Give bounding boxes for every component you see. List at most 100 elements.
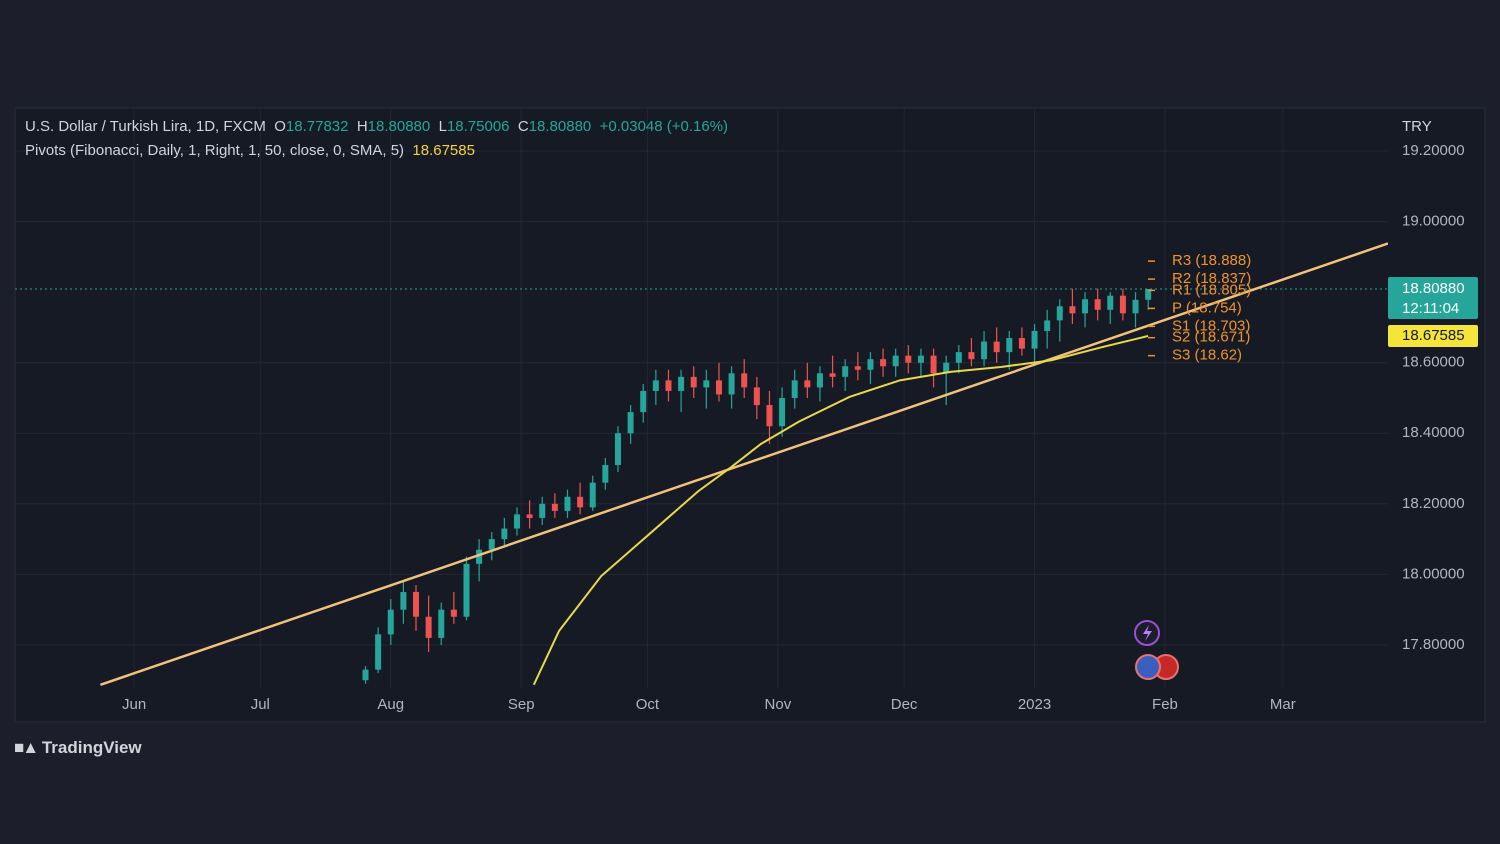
- candle-body: [375, 634, 382, 670]
- candle-body: [1031, 330, 1038, 349]
- indicator-price-box: [1388, 324, 1478, 347]
- sma-line: [532, 334, 1149, 686]
- y-tick-label: 18.20000: [1402, 495, 1465, 512]
- pivot-label: R1 (18.805): [1172, 281, 1251, 298]
- candle-body: [703, 380, 710, 388]
- indicator-legend: Pivots (Fibonacci, Daily, 1, Right, 1, 5…: [25, 142, 475, 159]
- candle-body: [842, 366, 849, 377]
- ohlc-value: 18.77832: [285, 118, 349, 135]
- candle-body: [652, 380, 659, 391]
- candle-body: [526, 514, 533, 518]
- candle-body: [1006, 338, 1013, 353]
- ohlc-label: C: [517, 118, 529, 135]
- candle-body: [1082, 299, 1089, 314]
- x-tick-label: Mar: [1270, 696, 1296, 713]
- countdown: 12:11:04: [1402, 300, 1459, 317]
- pivot-label: P (18.754): [1172, 299, 1242, 316]
- indicator-price-label: 18.67585: [1402, 327, 1465, 344]
- ohlc-value: 18.80880: [367, 118, 431, 135]
- last-price-box: [1388, 277, 1478, 320]
- change: +0.03048 (+0.16%): [599, 118, 729, 135]
- candle-body: [968, 352, 975, 360]
- candle-body: [387, 609, 394, 635]
- pivot-label: S2 (18.671): [1172, 329, 1250, 346]
- x-tick-label: Aug: [377, 696, 404, 713]
- y-tick-label: 19.20000: [1402, 142, 1465, 159]
- candle-body: [715, 380, 722, 395]
- candle-body: [589, 482, 596, 508]
- ohlc-label: H: [356, 118, 368, 135]
- candle-body: [476, 549, 483, 564]
- x-tick-label: Feb: [1152, 696, 1178, 713]
- pivot-label: R2 (18.837): [1172, 270, 1251, 287]
- candle-body: [880, 359, 887, 367]
- candle-body: [488, 539, 495, 550]
- overlay: Jun Jul Aug Sep Oct Nov Dec 2023 Feb Mar 17.80000 1…: [122, 118, 1478, 713]
- candle-body: [1107, 295, 1114, 310]
- candle-body: [1145, 289, 1152, 300]
- candle-body: [892, 355, 899, 367]
- candle-body: [905, 355, 912, 363]
- candle-body: [766, 405, 773, 427]
- ohlc-label: O: [274, 118, 286, 135]
- candle-body: [539, 503, 546, 518]
- y-tick-label: 18.60000: [1402, 354, 1465, 371]
- chart-panel: [14, 107, 1486, 723]
- candle-body: [779, 398, 786, 427]
- candle-body: [362, 669, 369, 681]
- candle-body: [602, 465, 609, 483]
- candle-body: [614, 433, 621, 466]
- candle-body: [917, 355, 924, 363]
- x-tick-label: Oct: [636, 696, 660, 713]
- candle-body: [665, 380, 672, 391]
- candle-body: [425, 616, 432, 638]
- indicator-value: 18.67585: [412, 142, 475, 159]
- candle-body: [640, 390, 647, 413]
- candle-body: [791, 380, 798, 398]
- candle-body: [627, 412, 634, 434]
- last-price-label: 18.80880: [1402, 280, 1465, 297]
- brand[interactable]: ■▲ TradingView: [14, 738, 142, 758]
- candle-body: [930, 355, 937, 374]
- pivot-label: R3 (18.888): [1172, 252, 1251, 269]
- candle-body: [943, 362, 950, 374]
- candle-body: [438, 609, 445, 638]
- pivot-label: S1 (18.703): [1172, 317, 1250, 334]
- candle-body: [1018, 338, 1025, 349]
- candle-body: [741, 373, 748, 388]
- candle-body: [1094, 299, 1101, 310]
- x-tick-label: Jul: [251, 696, 270, 713]
- candle-body: [513, 514, 520, 529]
- symbol-legend: U.S. Dollar / Turkish Lira, 1D, FXCM O18…: [25, 118, 728, 135]
- x-tick-label: 2023: [1018, 696, 1051, 713]
- symbol-title: U.S. Dollar / Turkish Lira, 1D, FXCM: [25, 118, 266, 135]
- candle-body: [501, 528, 508, 540]
- candle-body: [690, 376, 697, 388]
- x-tick-label: Sep: [508, 696, 535, 713]
- candle-body: [463, 563, 470, 617]
- y-tick-label: 17.80000: [1402, 636, 1465, 653]
- brand-logo: ■▲: [14, 738, 39, 757]
- candle-body: [1056, 306, 1063, 321]
- candle-body: [816, 373, 823, 388]
- candle-body: [1069, 306, 1076, 314]
- indicator-name: Pivots (Fibonacci, Daily, 1, Right, 1, 5…: [25, 142, 405, 159]
- candle-body: [678, 376, 685, 391]
- candle-body: [551, 503, 558, 511]
- event-flag[interactable]: [1135, 654, 1161, 680]
- y-tick-label: 18.00000: [1402, 565, 1465, 582]
- candle-body: [829, 373, 836, 377]
- candle-body: [993, 341, 1000, 353]
- x-tick-label: Nov: [765, 696, 792, 713]
- candle-body: [854, 366, 861, 370]
- candle-body: [413, 592, 420, 617]
- currency: TRY: [1402, 118, 1432, 135]
- candle-body: [564, 496, 571, 511]
- ohlc-value: 18.80880: [528, 118, 592, 135]
- event-icon-bolt: [1143, 625, 1152, 641]
- ohlc-value: 18.75006: [446, 118, 510, 135]
- candle-body: [450, 609, 457, 617]
- candle-body: [728, 373, 735, 395]
- candle-body: [981, 341, 988, 360]
